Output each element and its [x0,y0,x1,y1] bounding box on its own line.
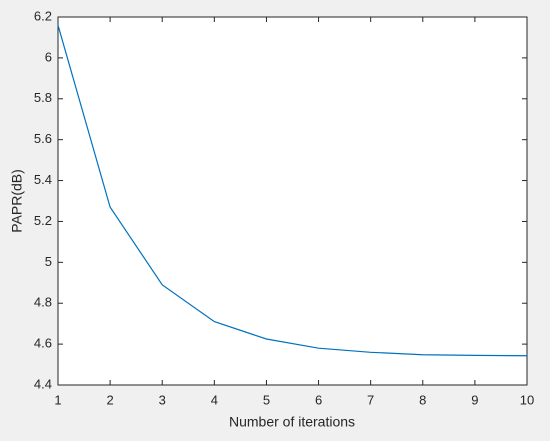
y-tick-label: 5.6 [34,131,52,146]
x-tick-label: 5 [263,392,270,407]
y-tick-label: 4.4 [34,376,52,391]
x-tick-label: 10 [520,392,534,407]
x-tick-label: 1 [54,392,61,407]
y-tick-label: 6.2 [34,8,52,23]
y-tick-label: 5.8 [34,90,52,105]
y-axis-label: PAPR(dB) [9,169,25,233]
y-tick-label: 5.4 [34,172,52,187]
x-tick-label: 9 [471,392,478,407]
x-tick-label: 8 [419,392,426,407]
x-tick-label: 7 [367,392,374,407]
plot-area [57,16,528,386]
x-tick-label: 4 [211,392,218,407]
y-tick-label: 5.2 [34,213,52,228]
x-tick-label: 3 [159,392,166,407]
y-tick-label: 4.8 [34,295,52,310]
x-tick-label: 6 [315,392,322,407]
y-tick-label: 6 [45,49,52,64]
y-tick-label: 5 [45,254,52,269]
data-line [57,25,528,357]
y-tick-label: 4.6 [34,336,52,351]
x-tick-label: 2 [106,392,113,407]
x-axis-label: Number of iterations [229,414,355,430]
